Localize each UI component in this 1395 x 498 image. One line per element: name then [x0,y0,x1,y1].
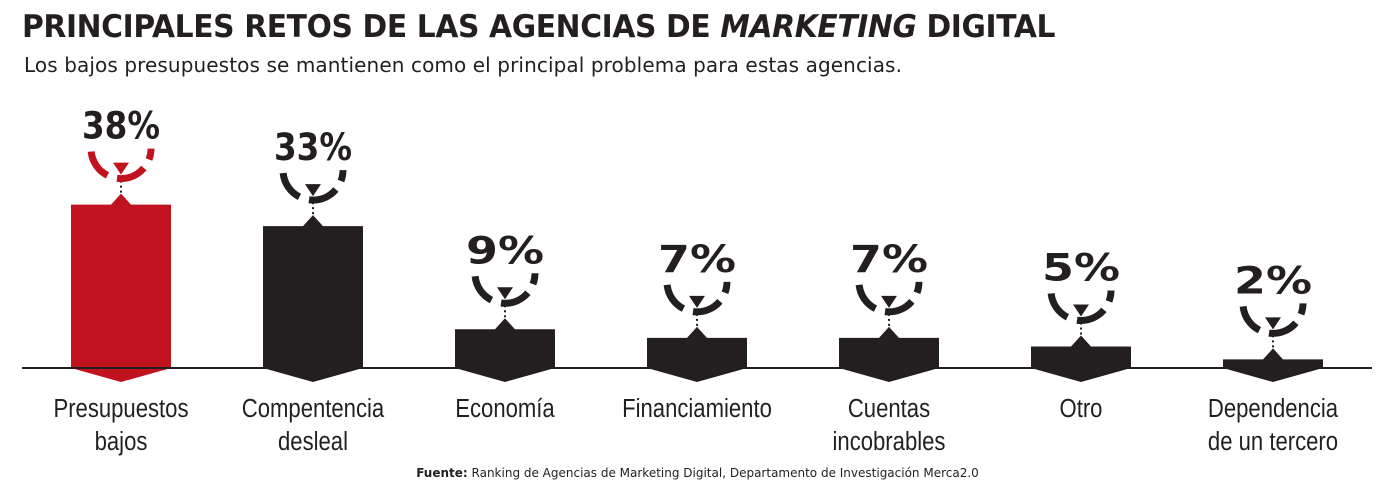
bar [839,326,939,382]
category-label: Financiamiento [622,394,772,423]
callout-arc [279,169,347,204]
chart-title-part1: PRINCIPALES RETOS DE LAS AGENCIAS DE [22,9,711,45]
value-label: 33% [274,126,352,169]
value-label: 9% [466,229,544,272]
callout-arc [1239,303,1307,337]
source-label: Fuente: [416,466,468,480]
bar [1031,335,1131,382]
chart-subtitle: Los bajos presupuestos se mantienen como… [24,53,903,77]
chart-title-emphasis: MARKETING [720,9,917,45]
category-label: incobrables [833,427,946,456]
callout-arc [663,281,731,316]
chart-title-part2: DIGITAL [926,9,1056,45]
callout-arc [1047,290,1115,324]
value-label: 7% [658,238,736,281]
category-label: Cuentas [848,394,930,423]
source-note: Fuente: Ranking de Agencias de Marketing… [0,466,1395,480]
callout-pointer [689,295,705,308]
callout-pointer [113,162,129,175]
value-label: 2% [1234,259,1312,302]
category-label: de un tercero [1208,427,1338,456]
source-text: Ranking de Agencias de Marketing Digital… [471,466,979,480]
bar [647,326,747,382]
value-label: 38% [82,105,160,148]
category-label: Economía [455,394,555,423]
callout-pointer [881,295,897,308]
callout-pointer [1073,304,1089,317]
callout-pointer [1265,317,1281,330]
chart-title: PRINCIPALES RETOS DE LAS AGENCIAS DE MAR… [22,9,1056,46]
bar [455,318,555,382]
callout-pointer [497,287,513,300]
callout-arc [855,281,923,316]
bar [1223,348,1323,382]
category-label: Compentencia [242,394,385,423]
value-label: 7% [850,238,928,281]
category-label: Presupuestos [53,394,188,423]
category-label: Otro [1060,394,1103,423]
category-label: Dependencia [1208,394,1339,423]
callout-arc [471,273,539,307]
category-label: desleal [278,427,348,456]
bar [71,193,171,382]
callout-arc [87,148,155,183]
bar [263,215,363,382]
value-label: 5% [1042,247,1120,290]
callout-pointer [305,184,321,197]
category-label: bajos [95,427,148,456]
